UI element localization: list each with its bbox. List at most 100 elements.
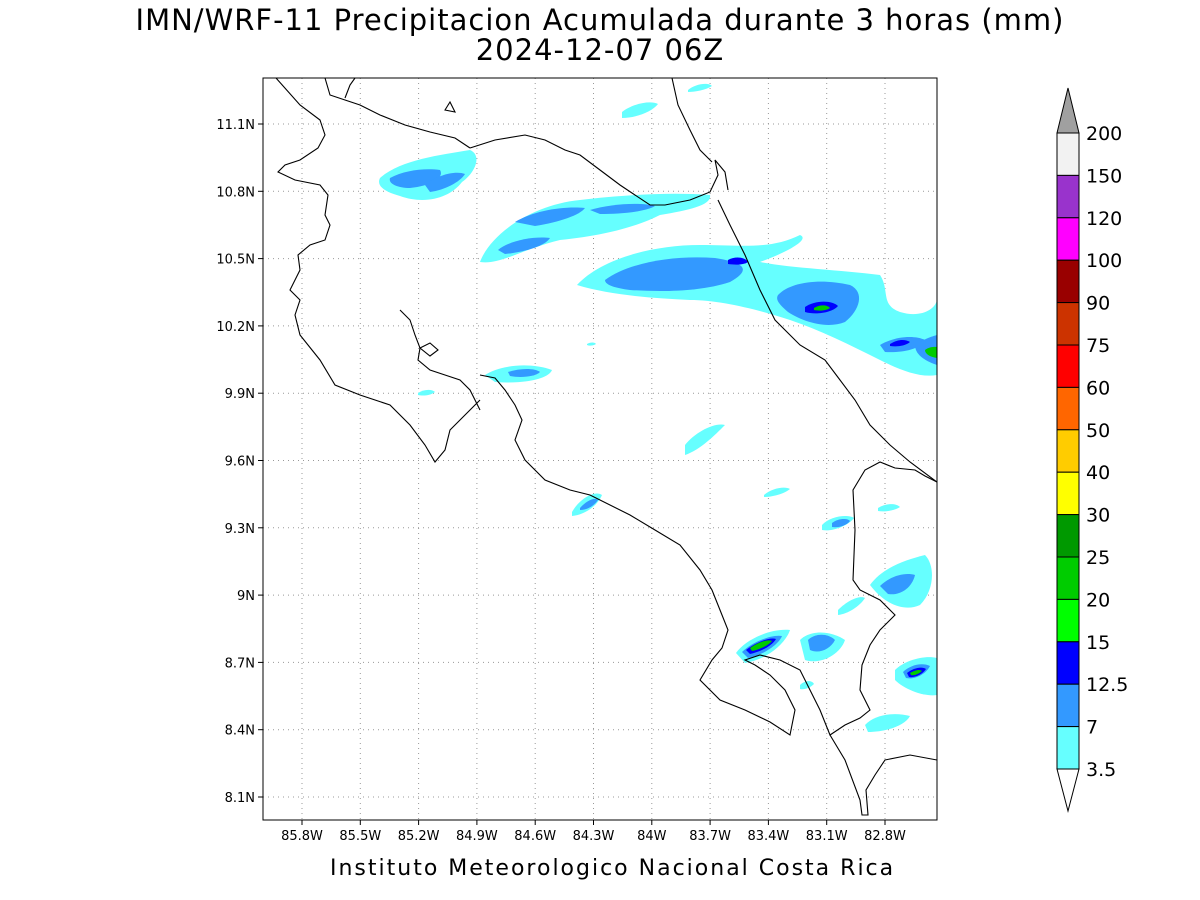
coastline bbox=[444, 100, 456, 113]
precip-area bbox=[498, 237, 550, 254]
colorbar-swatch bbox=[1056, 726, 1080, 770]
lat-tick-label: 10.5N bbox=[216, 253, 255, 268]
colorbar-label: 40 bbox=[1086, 462, 1110, 484]
map-frame bbox=[262, 77, 938, 821]
colorbar-label: 15 bbox=[1086, 632, 1110, 654]
precipitation-field bbox=[379, 83, 937, 732]
map-datetime: 2024-12-07 06Z bbox=[475, 33, 725, 67]
colorbar-label: 25 bbox=[1086, 547, 1110, 569]
colorbar-swatch bbox=[1056, 641, 1080, 685]
coastline bbox=[324, 78, 471, 149]
colorbar-label: 7 bbox=[1086, 717, 1098, 739]
colorbar-label: 200 bbox=[1086, 123, 1122, 145]
precip-area bbox=[750, 640, 772, 651]
coastline bbox=[829, 734, 937, 816]
colorbar-over-arrow bbox=[1056, 87, 1080, 134]
precip-area bbox=[764, 487, 790, 497]
lat-tick-label: 8.4N bbox=[225, 724, 255, 739]
precip-area bbox=[728, 257, 748, 265]
precip-area bbox=[878, 504, 900, 512]
precip-area bbox=[838, 597, 865, 615]
lat-tick-label: 10.2N bbox=[216, 320, 255, 335]
colorbar-label: 30 bbox=[1086, 505, 1110, 527]
colorbar-label: 3.5 bbox=[1086, 759, 1116, 781]
precip-area bbox=[605, 257, 743, 292]
precip-area bbox=[515, 207, 585, 226]
axis-ticks: 11.1N 10.8N 10.5N 10.2N 9.9N 9.6N 9.3N 9N 8.7N 8.… bbox=[216, 118, 906, 844]
colorbar-swatch bbox=[1056, 386, 1080, 431]
precip-area bbox=[425, 172, 465, 192]
colorbar-label: 60 bbox=[1086, 377, 1110, 399]
lon-tick-label: 84.9W bbox=[456, 829, 498, 844]
colorbar-under-arrow bbox=[1056, 768, 1080, 813]
colorbar-swatch bbox=[1056, 217, 1080, 261]
colorbar-label: 150 bbox=[1086, 165, 1122, 187]
precip-area bbox=[590, 203, 655, 214]
lat-tick-label: 10.8N bbox=[216, 185, 255, 200]
colorbar-swatch bbox=[1056, 132, 1080, 176]
lat-tick-label: 11.1N bbox=[216, 118, 255, 133]
colorbar-swatch bbox=[1056, 556, 1080, 600]
colorbar-label: 100 bbox=[1086, 250, 1122, 272]
precip-area bbox=[880, 574, 915, 595]
coastline bbox=[717, 199, 937, 483]
lon-tick-label: 84.3W bbox=[573, 829, 615, 844]
precip-area bbox=[688, 83, 712, 92]
map-grid bbox=[263, 78, 937, 820]
precip-area bbox=[814, 305, 830, 311]
precip-area bbox=[587, 342, 596, 346]
precip-area bbox=[577, 235, 937, 376]
coastline bbox=[275, 78, 481, 463]
colorbar-swatch bbox=[1056, 598, 1080, 643]
precip-area bbox=[925, 346, 937, 358]
precip-area bbox=[622, 102, 658, 118]
lon-tick-label: 85.8W bbox=[281, 829, 323, 844]
colorbar-swatch bbox=[1056, 429, 1080, 473]
map-title: IMN/WRF-11 Precipitacion Acumulada duran… bbox=[135, 3, 1065, 37]
colorbar-swatch bbox=[1056, 302, 1080, 346]
lon-tick-label: 83.1W bbox=[806, 829, 848, 844]
colorbar-label: 20 bbox=[1086, 589, 1110, 611]
lon-tick-label: 85.2W bbox=[398, 829, 440, 844]
precip-area bbox=[418, 389, 435, 396]
coastline bbox=[671, 78, 713, 163]
institution-credit: Instituto Meteorologico Nacional Costa R… bbox=[330, 856, 896, 881]
lon-tick-label: 85.5W bbox=[339, 829, 381, 844]
colorbar-swatch bbox=[1056, 514, 1080, 558]
colorbar-label: 50 bbox=[1086, 420, 1110, 442]
coastline bbox=[418, 342, 439, 357]
colorbar-label: 120 bbox=[1086, 208, 1122, 230]
colorbar-swatch bbox=[1056, 174, 1080, 219]
lat-tick-label: 9N bbox=[237, 589, 255, 604]
coastline bbox=[344, 78, 356, 99]
colorbar-label: 75 bbox=[1086, 335, 1110, 357]
precip-area bbox=[832, 518, 850, 528]
precip-area bbox=[508, 369, 540, 377]
colorbar: 200 150 120 100 90 75 60 50 40 30 25 20 15 12.5 7 3.5 bbox=[1056, 87, 1128, 813]
colorbar-swatch bbox=[1056, 344, 1080, 388]
lon-tick-label: 83.4W bbox=[747, 829, 789, 844]
colorbar-swatch bbox=[1056, 683, 1080, 728]
coastline bbox=[469, 134, 729, 206]
colorbar-label: 90 bbox=[1086, 293, 1110, 315]
precip-area bbox=[865, 714, 910, 732]
lat-tick-label: 8.7N bbox=[225, 656, 255, 671]
lon-tick-label: 84.6W bbox=[514, 829, 556, 844]
precip-area bbox=[808, 634, 835, 652]
precip-area bbox=[910, 669, 922, 676]
colorbar-swatch bbox=[1056, 259, 1080, 304]
precip-area bbox=[890, 339, 910, 347]
lat-tick-label: 8.1N bbox=[225, 791, 255, 806]
lon-tick-label: 82.8W bbox=[864, 829, 906, 844]
precip-area bbox=[580, 498, 598, 510]
coastline bbox=[399, 309, 481, 411]
lon-tick-label: 83.7W bbox=[689, 829, 731, 844]
lat-tick-label: 9.6N bbox=[225, 455, 255, 470]
lat-tick-label: 9.9N bbox=[225, 387, 255, 402]
coastlines bbox=[275, 78, 937, 816]
coastline bbox=[479, 374, 937, 736]
lon-tick-label: 84W bbox=[637, 829, 667, 844]
colorbar-label: 12.5 bbox=[1086, 674, 1128, 696]
lat-tick-label: 9.3N bbox=[225, 522, 255, 537]
